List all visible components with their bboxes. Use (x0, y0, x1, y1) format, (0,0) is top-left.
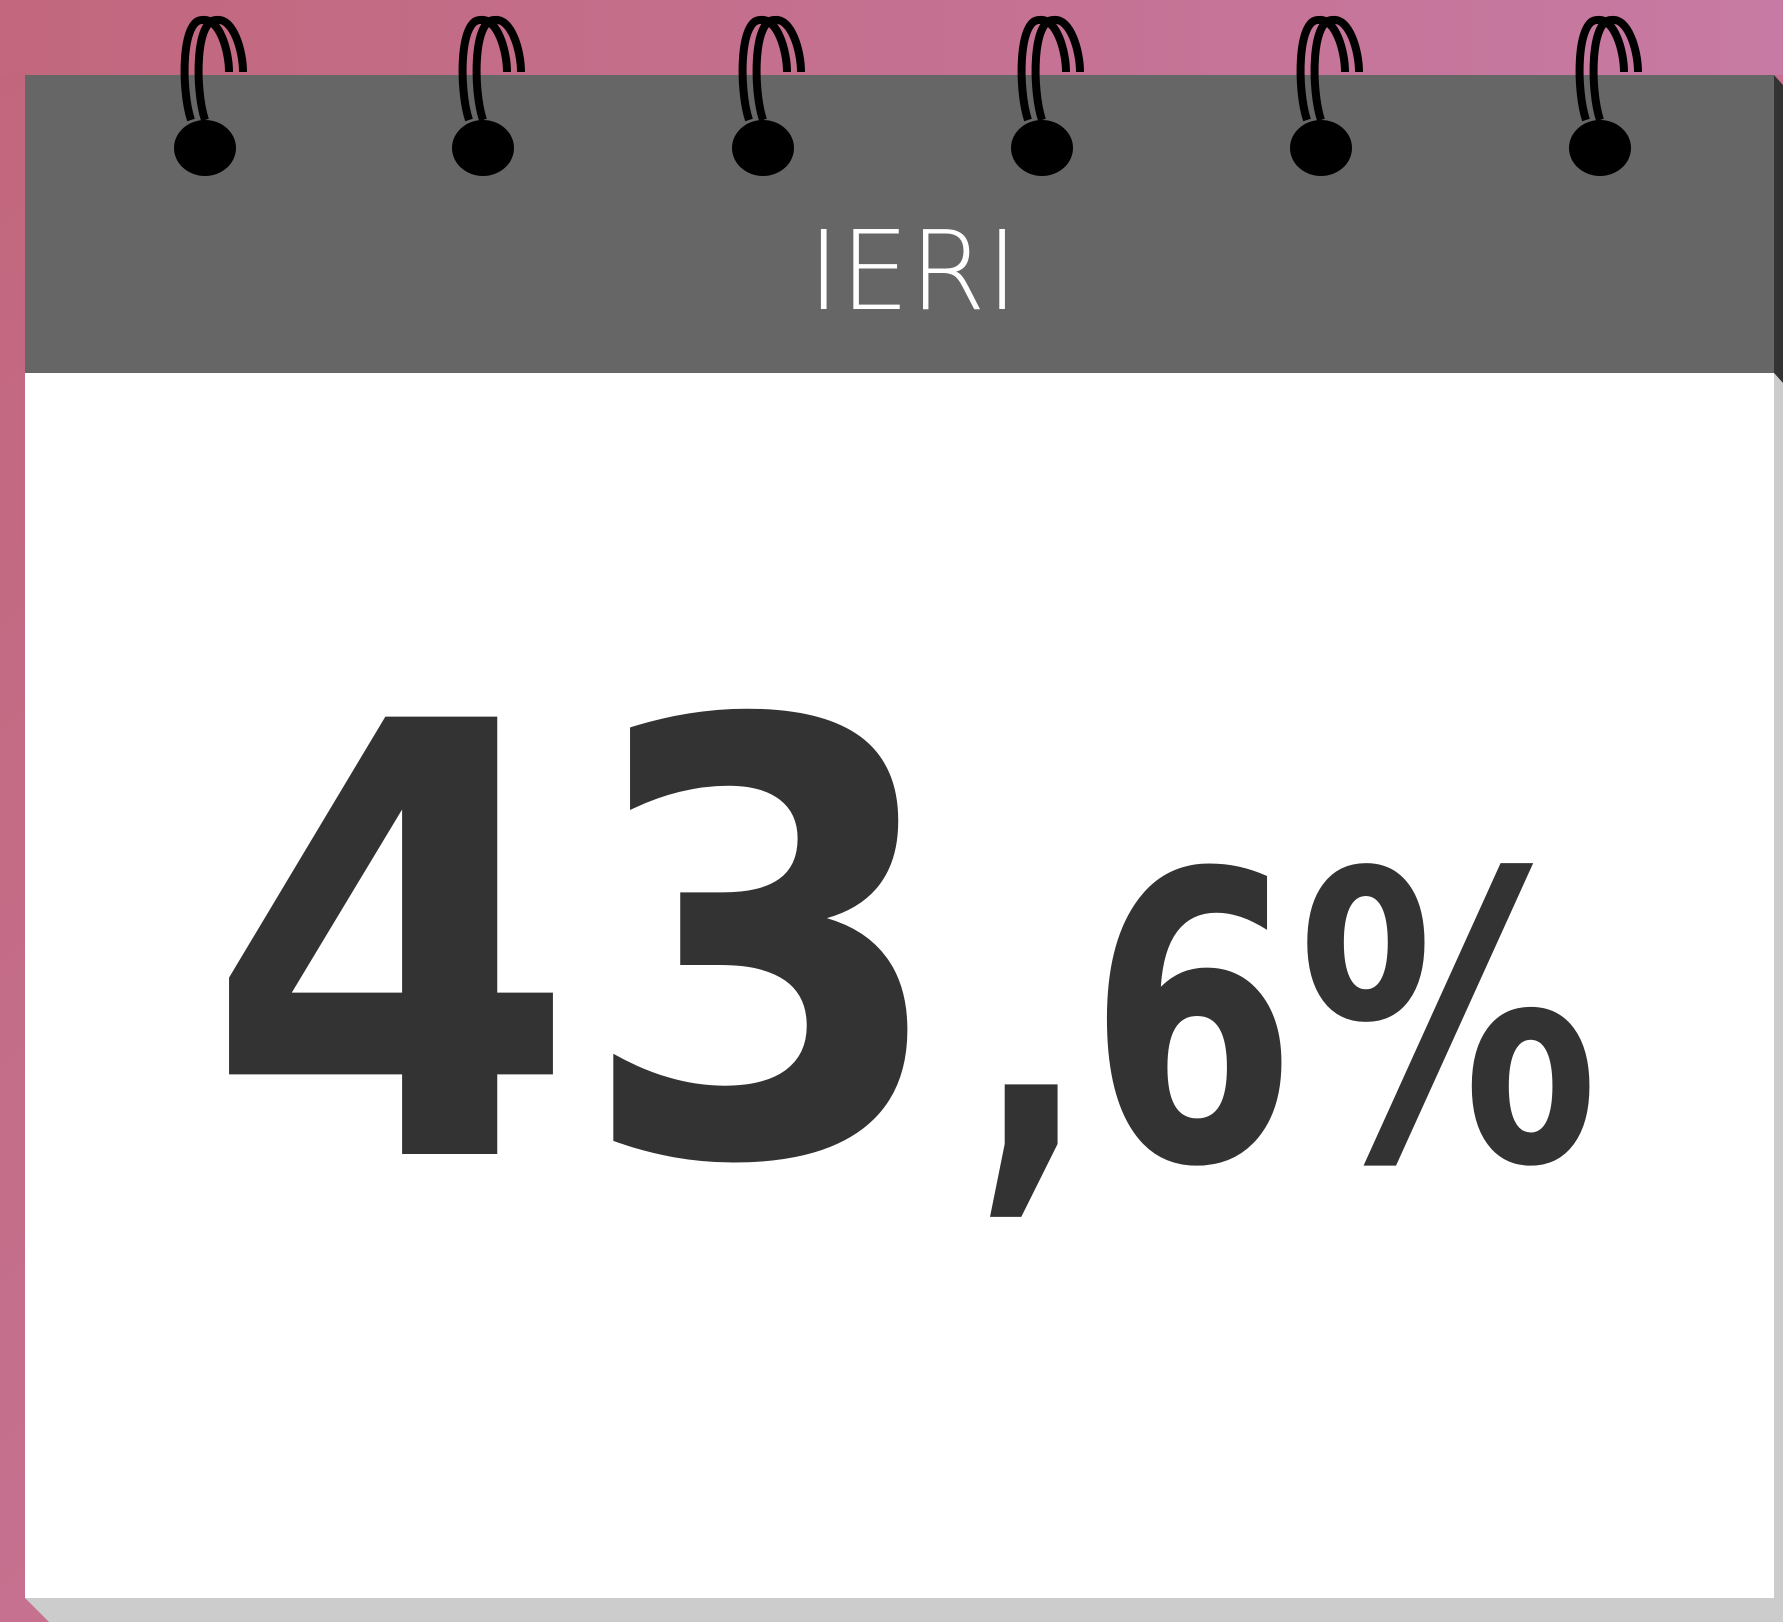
ring-wire (472, 16, 525, 122)
ring-hole (174, 120, 236, 176)
ring-hole (452, 120, 514, 176)
ring-wire (180, 16, 233, 122)
header-shadow (1774, 75, 1783, 383)
day-label: IERI (808, 207, 1019, 335)
background-top (0, 0, 1783, 75)
ring (1011, 16, 1084, 176)
ring-wire (1031, 16, 1084, 122)
ring-wire (1017, 16, 1070, 122)
ring-hole (1569, 120, 1631, 176)
ring (452, 16, 525, 176)
card-shadow-bottom (25, 1598, 1783, 1622)
ring (1569, 16, 1642, 176)
ring-wire (1575, 16, 1628, 122)
ring-wire (1310, 16, 1363, 122)
value-fraction: ,6% (974, 790, 1599, 1255)
ring-wire (194, 16, 247, 122)
card-header (25, 75, 1774, 373)
ring-hole (732, 120, 794, 176)
ring-wire (738, 16, 791, 122)
ring (174, 16, 247, 176)
ring-wire (458, 16, 511, 122)
card-shadow-right (1774, 373, 1783, 1622)
card-body (25, 373, 1774, 1598)
ring-wire (752, 16, 805, 122)
ring-wire (1296, 16, 1349, 122)
rings (174, 16, 1642, 176)
ring (1290, 16, 1363, 176)
ring-hole (1290, 120, 1352, 176)
value-integer: 43 (205, 597, 950, 1296)
ring-hole (1011, 120, 1073, 176)
ring-wire (1589, 16, 1642, 122)
ring (732, 16, 805, 176)
